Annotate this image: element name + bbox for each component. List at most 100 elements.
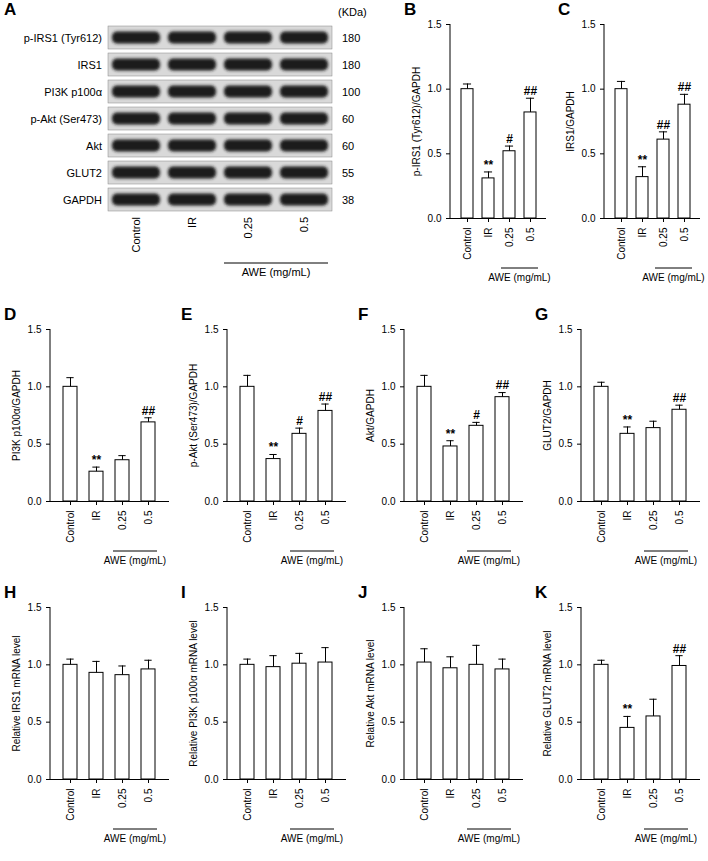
svg-text:AWE (mg/mL): AWE (mg/mL): [281, 555, 343, 566]
svg-text:0.5: 0.5: [28, 716, 42, 727]
svg-text:0.5: 0.5: [298, 217, 310, 232]
svg-text:AWE (mg/mL): AWE (mg/mL): [281, 833, 343, 844]
svg-text:1.0: 1.0: [28, 381, 42, 392]
svg-text:(KDa): (KDa): [338, 6, 367, 18]
svg-text:1.0: 1.0: [205, 659, 219, 670]
svg-text:0.25: 0.25: [504, 227, 515, 247]
svg-text:0.25: 0.25: [294, 510, 305, 530]
svg-text:**: **: [446, 427, 456, 441]
svg-text:Control: Control: [419, 789, 430, 821]
svg-text:AWE (mg/mL): AWE (mg/mL): [635, 555, 697, 566]
svg-text:0.5: 0.5: [674, 788, 685, 802]
svg-text:0.5: 0.5: [559, 716, 573, 727]
svg-text:0.0: 0.0: [559, 496, 573, 507]
svg-text:IR: IR: [483, 228, 494, 238]
svg-text:1.5: 1.5: [382, 602, 396, 613]
svg-text:#: #: [296, 414, 303, 428]
svg-text:AWE (mg/mL): AWE (mg/mL): [242, 266, 311, 278]
svg-text:GLUT2: GLUT2: [67, 167, 102, 179]
svg-text:0.5: 0.5: [382, 716, 396, 727]
svg-text:1.0: 1.0: [28, 659, 42, 670]
svg-text:0.25: 0.25: [117, 510, 128, 530]
svg-text:##: ##: [496, 378, 510, 392]
svg-text:1.5: 1.5: [382, 324, 396, 335]
svg-text:p-IRS1 (Tyr612)/GAPDH: p-IRS1 (Tyr612)/GAPDH: [411, 67, 422, 176]
svg-text:AWE (mg/mL): AWE (mg/mL): [488, 272, 550, 283]
svg-text:Relative PI3K p100α mRNA level: Relative PI3K p100α mRNA level: [188, 620, 199, 766]
svg-text:1.5: 1.5: [559, 324, 573, 335]
svg-text:180: 180: [342, 59, 360, 71]
svg-text:##: ##: [319, 390, 333, 404]
svg-text:##: ##: [142, 404, 156, 418]
svg-text:AWE (mg/mL): AWE (mg/mL): [104, 833, 166, 844]
svg-text:1.5: 1.5: [205, 324, 219, 335]
svg-text:0.25: 0.25: [658, 227, 669, 247]
svg-text:AWE (mg/mL): AWE (mg/mL): [642, 272, 704, 283]
svg-text:**: **: [269, 440, 279, 454]
svg-text:1.5: 1.5: [28, 324, 42, 335]
svg-text:0.0: 0.0: [205, 774, 219, 785]
svg-text:0.5: 0.5: [205, 716, 219, 727]
svg-text:GLUT2/GAPDH: GLUT2/GAPDH: [542, 380, 553, 451]
svg-text:##: ##: [657, 118, 671, 132]
svg-text:IRS1/GAPDH: IRS1/GAPDH: [565, 91, 576, 152]
svg-text:Control: Control: [242, 511, 253, 543]
svg-text:Control: Control: [462, 228, 473, 260]
svg-text:0.5: 0.5: [143, 510, 154, 524]
svg-text:##: ##: [524, 84, 538, 98]
svg-text:0.0: 0.0: [382, 774, 396, 785]
svg-text:0.0: 0.0: [428, 213, 442, 224]
svg-text:IR: IR: [268, 789, 279, 799]
svg-text:1.0: 1.0: [582, 83, 596, 94]
svg-text:100: 100: [342, 86, 360, 98]
svg-text:##: ##: [673, 642, 687, 656]
svg-text:p-IRS1 (Tyr612): p-IRS1 (Tyr612): [24, 32, 102, 44]
svg-text:IR: IR: [622, 511, 633, 521]
svg-text:IR: IR: [637, 228, 648, 238]
svg-text:**: **: [484, 158, 494, 172]
svg-text:0.5: 0.5: [525, 227, 536, 241]
svg-text:1.0: 1.0: [382, 659, 396, 670]
svg-text:1.5: 1.5: [28, 602, 42, 613]
svg-text:0.5: 0.5: [679, 227, 690, 241]
svg-text:0.5: 0.5: [674, 510, 685, 524]
svg-text:##: ##: [673, 391, 687, 405]
svg-text:IR: IR: [622, 789, 633, 799]
svg-text:0.25: 0.25: [471, 788, 482, 808]
svg-text:55: 55: [342, 167, 354, 179]
svg-text:Control: Control: [65, 789, 76, 821]
svg-text:0.5: 0.5: [428, 148, 442, 159]
svg-text:0.0: 0.0: [559, 774, 573, 785]
svg-text:Relative IRS1 mRNA level: Relative IRS1 mRNA level: [11, 635, 22, 751]
svg-text:PI3K p100α/GAPDH: PI3K p100α/GAPDH: [11, 370, 22, 461]
svg-text:1.0: 1.0: [382, 381, 396, 392]
svg-text:Control: Control: [616, 228, 627, 260]
svg-text:AWE (mg/mL): AWE (mg/mL): [635, 833, 697, 844]
svg-text:0.0: 0.0: [28, 496, 42, 507]
svg-text:Akt/GAPDH: Akt/GAPDH: [365, 389, 376, 442]
svg-text:**: **: [92, 453, 102, 467]
svg-text:#: #: [473, 408, 480, 422]
svg-text:0.25: 0.25: [117, 788, 128, 808]
svg-text:1.5: 1.5: [428, 19, 442, 30]
svg-text:PI3K p100α: PI3K p100α: [44, 86, 102, 98]
svg-text:0.25: 0.25: [471, 510, 482, 530]
svg-text:1.5: 1.5: [205, 602, 219, 613]
svg-text:IR: IR: [91, 789, 102, 799]
svg-text:0.25: 0.25: [648, 788, 659, 808]
svg-text:Relative GLUT2 mRNA level: Relative GLUT2 mRNA level: [542, 630, 553, 756]
svg-text:0.0: 0.0: [582, 213, 596, 224]
svg-text:0.0: 0.0: [205, 496, 219, 507]
svg-text:##: ##: [678, 80, 692, 94]
svg-text:0.5: 0.5: [320, 788, 331, 802]
svg-text:38: 38: [342, 194, 354, 206]
svg-text:1.0: 1.0: [205, 381, 219, 392]
svg-text:1.0: 1.0: [559, 381, 573, 392]
svg-text:**: **: [623, 702, 633, 716]
svg-text:1.5: 1.5: [582, 19, 596, 30]
svg-text:0.5: 0.5: [382, 438, 396, 449]
svg-text:Control: Control: [596, 511, 607, 543]
svg-text:60: 60: [342, 113, 354, 125]
svg-text:IR: IR: [445, 789, 456, 799]
svg-text:0.5: 0.5: [320, 510, 331, 524]
